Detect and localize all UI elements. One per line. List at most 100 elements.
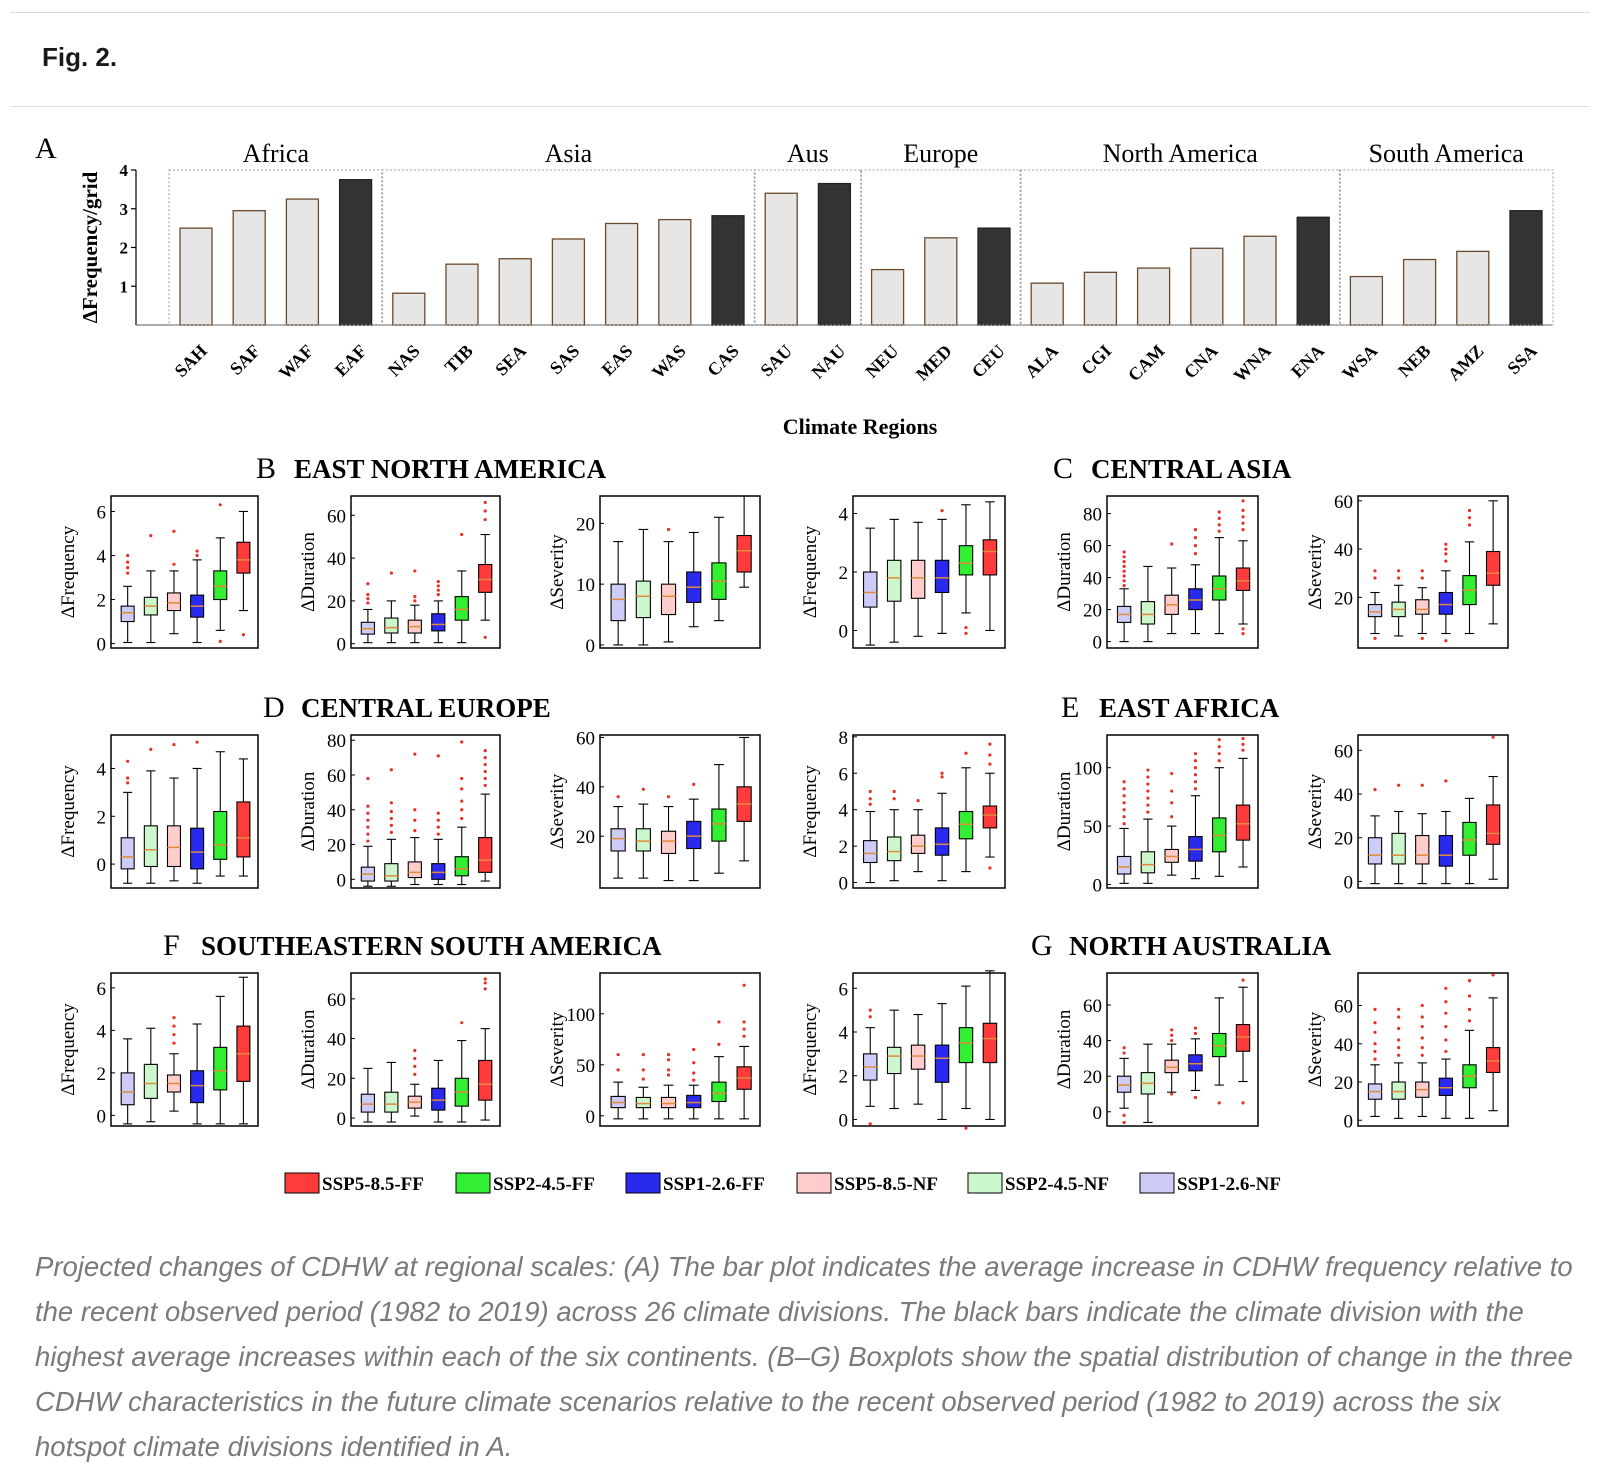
outlier-point — [1193, 780, 1198, 784]
y-tick-label: 2 — [839, 837, 849, 858]
outlier-point — [666, 1073, 671, 1077]
outlier-point — [1122, 1051, 1126, 1055]
outlier-point — [172, 1041, 176, 1045]
y-tick-label: 50 — [1083, 817, 1102, 838]
outlier-point — [1241, 515, 1245, 519]
outlier-point — [1241, 748, 1245, 752]
boxplot-g2: 0 20 40 60 ΔDuration — [1054, 972, 1259, 1127]
plot-frame — [852, 972, 1006, 1127]
outlier-point — [1217, 1101, 1221, 1105]
y-tick-label: 40 — [1083, 569, 1102, 590]
outlier-point — [436, 811, 440, 815]
box — [660, 1096, 677, 1109]
y-tick-label: 6 — [97, 502, 107, 523]
outlier-point — [460, 776, 464, 781]
box — [431, 1087, 446, 1111]
outlier-point — [1397, 569, 1401, 573]
legend-label: SSP5-8.5-FF — [322, 1174, 424, 1195]
outlier-point — [1444, 1000, 1448, 1004]
outlier-point — [1122, 564, 1126, 569]
y-axis-label: ΔDuration — [1054, 1009, 1075, 1089]
box — [635, 828, 651, 852]
y-tick-label: 2 — [97, 591, 107, 612]
y-axis-label: ΔFrequency — [58, 1003, 79, 1096]
y-tick-label: 20 — [576, 827, 595, 848]
outlier-point — [1122, 1046, 1126, 1050]
panel-title: NORTH AUSTRALIA — [1069, 931, 1332, 961]
outlier-point — [1444, 1024, 1448, 1029]
x-tick-label-ena: ENA — [1287, 341, 1328, 382]
legend-label: SSP1-2.6-NF — [1177, 1174, 1281, 1195]
box — [1485, 1047, 1501, 1074]
x-tick-label-amz: AMZ — [1444, 341, 1488, 385]
legend-label: SSP5-8.5-NF — [834, 1174, 938, 1195]
panel-title: CENTRAL EUROPE — [301, 693, 551, 723]
bar-ena — [1296, 216, 1330, 326]
bar-ceu — [977, 227, 1011, 326]
outlier-point — [413, 818, 417, 822]
box — [686, 1094, 702, 1109]
y-tick-label: 0 — [97, 1106, 107, 1127]
y-tick-label: 20 — [1083, 1067, 1102, 1088]
outlier-point — [126, 553, 130, 558]
box — [1212, 575, 1227, 601]
x-tick-label-nas: NAS — [384, 341, 424, 381]
outlier-point — [616, 1068, 620, 1072]
boxplot-g1: 0 2 4 6 ΔFrequency G NORTH AUSTRALIA — [800, 929, 1332, 1131]
outlier-point — [868, 1122, 872, 1126]
outlier-point — [1373, 1042, 1377, 1046]
outlier-point — [460, 799, 464, 803]
y-axis-label: ΔFrequency — [800, 1003, 821, 1096]
y-tick-label: 40 — [327, 801, 346, 822]
outlier-point — [483, 749, 487, 753]
box — [190, 827, 205, 870]
y-tick-label: 0 — [97, 855, 107, 876]
outlier-point — [1241, 978, 1245, 982]
x-tick-label-ala: ALA — [1021, 341, 1062, 382]
plot-frame — [852, 495, 1006, 649]
outlier-point — [1146, 782, 1150, 786]
x-tick-label-sas: SAS — [546, 341, 583, 378]
outlier-point — [1397, 1015, 1401, 1019]
plot-frame — [110, 972, 259, 1127]
outlier-point — [1241, 742, 1245, 746]
outlier-point — [1467, 1007, 1472, 1011]
box — [1188, 588, 1203, 611]
outlier-point — [483, 987, 487, 991]
outlier-point — [1444, 779, 1448, 783]
y-axis-label: ΔSeverity — [1305, 773, 1326, 849]
outlier-point — [413, 829, 417, 833]
outlier-point — [195, 740, 199, 744]
outlier-point — [1122, 794, 1126, 798]
outlier-point — [940, 509, 944, 513]
outlier-point — [1241, 736, 1245, 741]
bar-saf — [232, 210, 266, 326]
outlier-point — [1420, 569, 1424, 573]
y-tick-label: 20 — [1083, 601, 1102, 622]
outlier-point — [436, 580, 440, 584]
outlier-point — [126, 571, 130, 575]
outlier-point — [742, 1020, 746, 1024]
outlier-point — [483, 776, 487, 781]
outlier-point — [413, 569, 417, 573]
y-tick-label: 40 — [1334, 540, 1353, 561]
outlier-point — [1397, 1053, 1401, 1057]
outlier-point — [1420, 1036, 1424, 1040]
y-axis-label: ΔSeverity — [547, 1011, 568, 1087]
panel-letter: D — [263, 691, 285, 724]
box — [1212, 1032, 1227, 1058]
plot-frame — [1357, 972, 1509, 1127]
bar-neu — [870, 268, 905, 326]
y-tick-label: 0 — [1093, 1103, 1103, 1124]
outlier-point — [126, 565, 130, 570]
box — [1462, 821, 1477, 856]
outlier-point — [460, 1021, 464, 1025]
y-tick-label: 40 — [1334, 1035, 1353, 1056]
outlier-point — [1122, 579, 1126, 583]
outlier-point — [868, 802, 872, 806]
box — [686, 820, 702, 850]
outlier-point — [366, 597, 370, 601]
outlier-point — [366, 601, 370, 605]
x-tick-label-cna: CNA — [1180, 341, 1222, 383]
outlier-point — [218, 639, 222, 643]
